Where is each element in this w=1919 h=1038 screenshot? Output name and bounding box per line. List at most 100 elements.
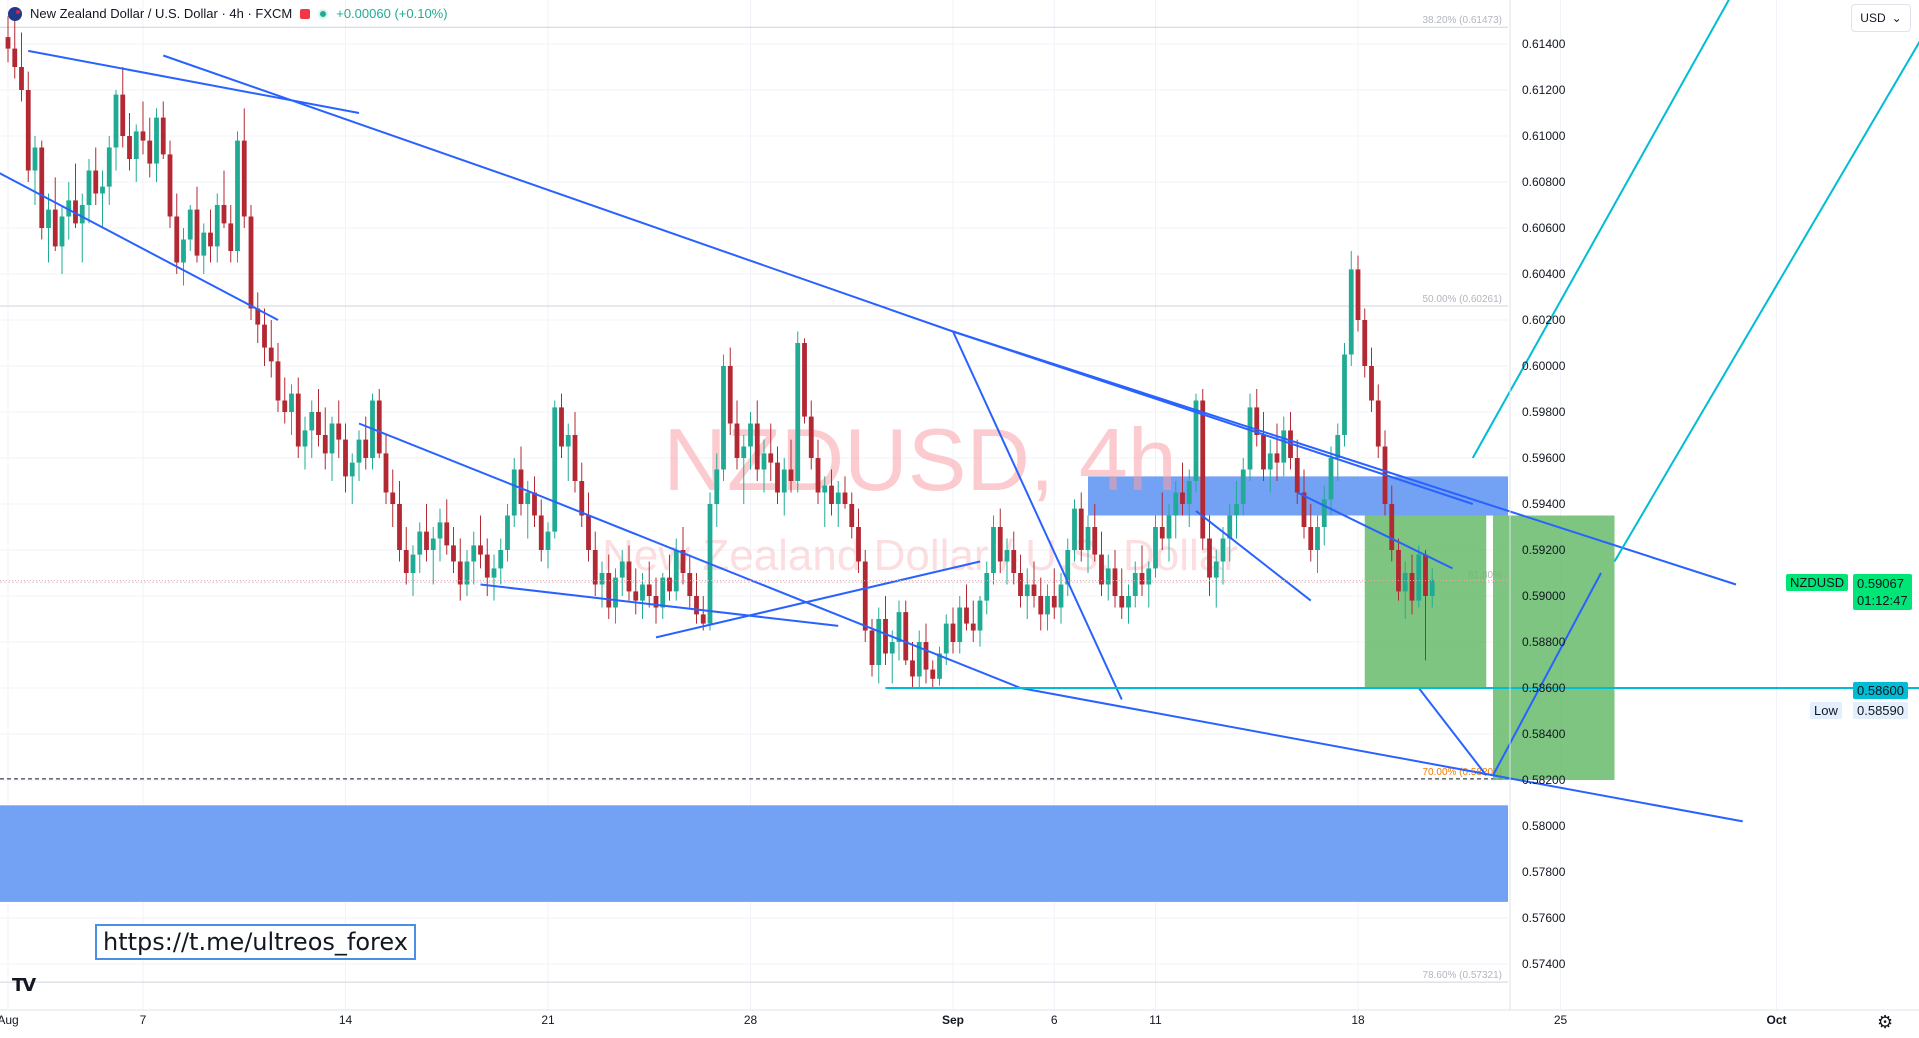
candle-body [498,550,504,569]
candle [876,607,882,684]
candle [619,550,625,596]
x-tick-label: Oct [1766,1013,1786,1027]
candle-body [1429,579,1435,596]
candle-body [316,412,321,435]
candle [545,522,551,569]
candle [1078,492,1084,562]
candle-body [511,469,517,516]
trend-line [1020,687,1743,823]
candle [1220,527,1226,585]
last-price-value: 0.59067 [1857,576,1904,591]
candle [1308,504,1314,562]
candle-body [856,527,861,562]
candle-body [1267,453,1273,470]
candle [154,108,159,182]
candle [12,21,18,79]
candle-body [343,439,348,477]
candle [1321,485,1327,546]
candle [1099,531,1104,596]
candle-body [680,550,686,573]
candle [727,347,733,435]
candle [518,446,524,516]
trend-line [480,583,839,627]
candle [390,469,396,527]
candle [1180,462,1185,516]
candle-body [1396,550,1401,592]
candle-body [430,538,436,550]
candle-body [1315,527,1320,550]
candle [160,101,166,159]
candle-body [883,619,888,654]
candle [1004,538,1010,585]
candle-body [903,612,909,661]
candle-body [862,561,868,631]
symbol-title[interactable]: New Zealand Dollar / U.S. Dollar · 4h · … [30,6,293,21]
candle-body [518,469,524,504]
candle-body [127,136,132,159]
candle-body [1274,453,1280,463]
watermark-name: New Zealand Dollar / U.S. Dollar [602,531,1238,580]
candle [194,186,200,263]
y-tick-label: 0.59800 [1522,405,1566,419]
candle-body [1146,568,1152,585]
candle-body [154,117,159,164]
candle [1227,504,1233,562]
candle [79,193,85,263]
gear-icon[interactable]: ⚙ [1877,1012,1894,1032]
x-tick-label: Sep [942,1013,964,1027]
candle [275,343,281,412]
candle-body [275,361,281,401]
candle-body [579,481,585,516]
candle [599,561,605,608]
candle-body [552,407,558,532]
countdown-value: 01:12:47 [1857,593,1908,608]
candle-body [113,94,119,148]
candle [680,527,686,585]
candle-body [768,453,774,463]
telegram-link[interactable]: https://t.me/ultreos_forex [95,924,416,960]
candle-body [133,131,139,159]
candle-body [943,623,949,654]
chart-header: New Zealand Dollar / U.S. Dollar · 4h · … [8,6,448,21]
candle-body [1308,527,1314,550]
candle-body [1065,550,1071,585]
candle-body [235,140,240,251]
trend-line [1296,491,1453,570]
candle-body [1369,366,1374,401]
candle-body [471,545,477,562]
candle-body [700,614,706,624]
candle-body [484,554,490,578]
candle [984,561,990,615]
candle [1369,347,1374,412]
candle [498,538,504,585]
candle [1423,550,1428,661]
currency-button[interactable]: USD ⌄ [1851,4,1911,32]
candle-body [1355,269,1361,320]
candle-body [1024,584,1030,596]
y-tick-label: 0.60600 [1522,221,1566,235]
candle-body [424,531,429,550]
candle [1261,412,1266,481]
candle-body [228,223,234,251]
candle-body [626,561,632,592]
candle-body [1078,508,1084,550]
candle-body [916,642,922,677]
candle-body [869,630,875,665]
candle-body [1301,492,1307,527]
candle [781,458,787,516]
candle [491,554,497,601]
candle-body [451,545,456,562]
candle [707,492,713,631]
candle [572,412,578,493]
candle-body [403,550,409,573]
candle [1429,568,1435,608]
candle [592,531,598,596]
candle [343,423,348,493]
candle [646,561,652,608]
candle-body [1362,320,1368,366]
candle-body [1092,527,1098,555]
y-tick-label: 0.60000 [1522,359,1566,373]
x-tick-label: 6 [1051,1013,1058,1027]
candle [1065,538,1071,596]
